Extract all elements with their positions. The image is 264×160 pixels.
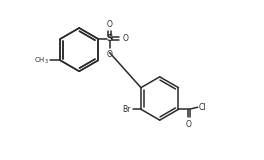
Text: O: O: [123, 34, 129, 43]
Text: Br: Br: [122, 105, 131, 114]
Text: O: O: [186, 120, 192, 129]
Text: CH$_3$: CH$_3$: [34, 55, 49, 66]
Text: Cl: Cl: [199, 103, 206, 112]
Text: O: O: [107, 50, 112, 59]
Text: S: S: [106, 34, 113, 43]
Text: O: O: [107, 20, 112, 28]
